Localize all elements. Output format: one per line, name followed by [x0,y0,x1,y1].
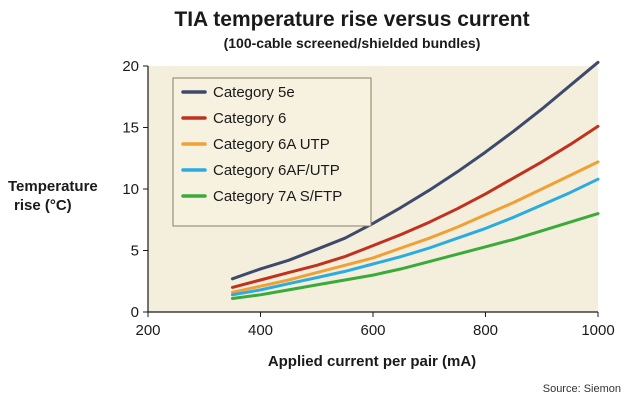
legend-label-0: Category 5e [213,84,295,101]
x-tick-label: 1000 [581,322,614,339]
legend-label-1: Category 6 [213,110,286,127]
y-axis-ticks: 0 5 10 15 20 [122,58,148,321]
series-lines [230,60,600,300]
source-note: Source: Siemon [543,383,621,395]
x-tick-label: 600 [360,322,385,339]
legend-label-2: Category 6A UTP [213,136,330,153]
y-axis-label-line2: rise (°C) [14,197,72,214]
y-tick-label: 10 [122,181,139,198]
legend: Category 5e Category 6 Category 6A UTP Cate… [172,77,372,227]
x-axis-ticks: 200 400 600 800 1000 [135,312,615,339]
y-tick-label: 0 [131,304,139,321]
series-line-4 [230,212,600,300]
x-axis-label: Applied current per pair (mA) [268,353,476,370]
series-line-3 [230,177,600,297]
legend-label-4: Category 7A S/FTP [213,188,342,205]
legend-label-3: Category 6AF/UTP [213,162,340,179]
y-tick-label: 5 [131,243,139,260]
y-tick-label: 20 [122,58,139,75]
chart-title: TIA temperature rise versus current [174,8,529,31]
legend-box [172,77,372,227]
x-tick-label: 800 [473,322,498,339]
x-tick-label: 400 [248,322,273,339]
y-tick-label: 15 [122,120,139,137]
series-line-2 [230,160,600,294]
x-tick-label: 200 [135,322,160,339]
series-line-0 [230,60,600,281]
y-axis-label-line1: Temperature [8,178,98,195]
chart-subtitle: (100-cable screened/shielded bundles) [224,35,481,51]
series-line-1 [230,124,600,289]
